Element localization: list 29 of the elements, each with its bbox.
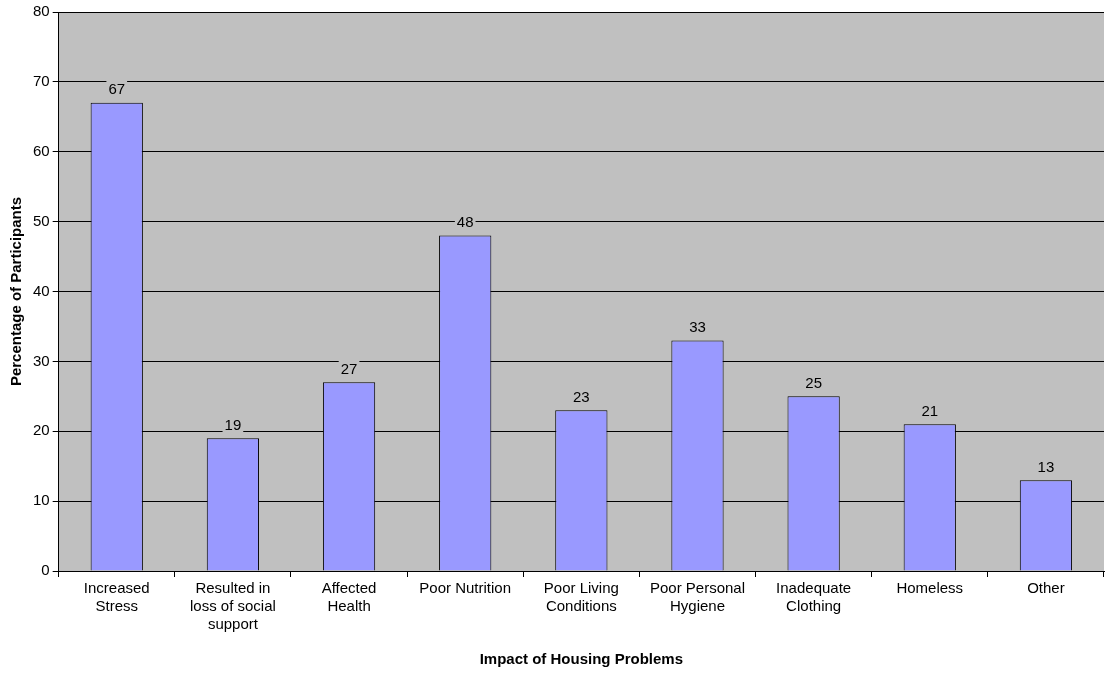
data-label: 33 bbox=[689, 318, 706, 336]
x-axis-title: Impact of Housing Problems bbox=[479, 650, 684, 668]
x-tick-label: Poor Living Conditions bbox=[543, 579, 619, 615]
y-tick-label: 70 bbox=[33, 72, 50, 90]
data-label: 67 bbox=[108, 80, 126, 98]
data-label: 21 bbox=[921, 401, 939, 419]
x-tick-label: Affected Health bbox=[321, 579, 377, 615]
data-label: 13 bbox=[1037, 457, 1055, 475]
x-tick-label: Poor Nutrition bbox=[419, 579, 512, 597]
y-tick-label: 40 bbox=[33, 281, 50, 299]
y-axis-title: Percentage of Participants bbox=[7, 196, 25, 387]
y-tick-label: 0 bbox=[41, 561, 50, 579]
data-label: 23 bbox=[573, 387, 590, 405]
y-tick-label: 10 bbox=[33, 491, 50, 509]
x-tick-label: Poor Personal Hygiene bbox=[649, 579, 746, 615]
data-label: 27 bbox=[340, 359, 358, 377]
y-tick-label: 60 bbox=[33, 141, 50, 159]
x-tick-label: Inadequate Clothing bbox=[776, 579, 852, 615]
x-tick-label: Other bbox=[1027, 579, 1065, 597]
y-tick-label: 30 bbox=[33, 351, 50, 369]
data-label: 19 bbox=[224, 415, 242, 433]
data-label: 25 bbox=[805, 373, 822, 391]
x-tick-label: Resulted in loss of social support bbox=[189, 579, 276, 633]
data-label: 48 bbox=[456, 213, 474, 231]
y-tick-label: 50 bbox=[33, 211, 50, 229]
y-tick-label: 80 bbox=[33, 2, 50, 20]
x-tick-label: Increased Stress bbox=[83, 579, 150, 615]
x-tick-label: Homeless bbox=[896, 579, 964, 597]
y-tick-label: 20 bbox=[33, 421, 50, 439]
